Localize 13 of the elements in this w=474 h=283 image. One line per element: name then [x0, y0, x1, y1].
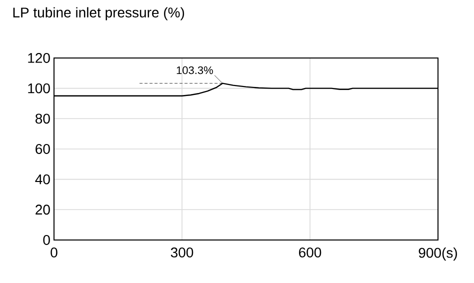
annotation: 103.3%	[176, 66, 213, 74]
y-tick-label: 100	[28, 83, 50, 94]
y-tick-label: 20	[36, 204, 50, 215]
y-tick-label: 0	[43, 235, 50, 245]
y-tick-label: 120	[28, 53, 50, 63]
x-tick-label: 0	[50, 248, 58, 258]
y-tick-label: 60	[36, 144, 50, 154]
y-tick-label: 80	[36, 114, 50, 124]
x-tick-label: 900(s)	[418, 248, 457, 261]
y-tick-label: 40	[35, 174, 50, 184]
x-tick-label: 600	[299, 248, 322, 258]
chart-title: LP tubine inlet pressure (%)	[13, 7, 184, 20]
x-tick-label: 300	[170, 248, 194, 258]
